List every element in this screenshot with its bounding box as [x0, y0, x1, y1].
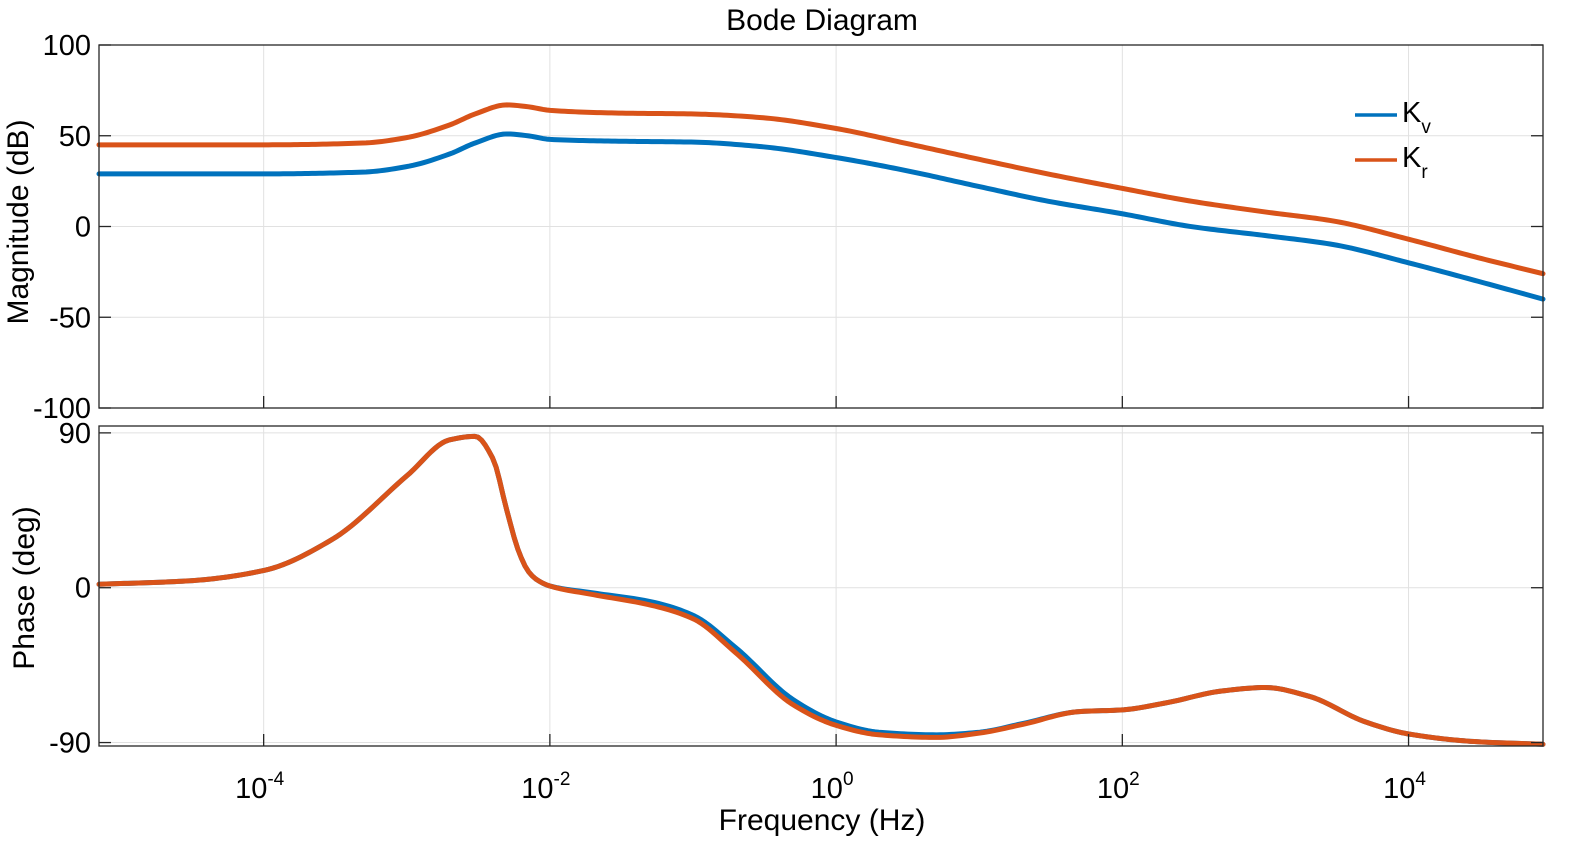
- phase-y-tick-label: -90: [49, 728, 91, 760]
- phase-y-tick-label: 0: [75, 573, 91, 605]
- legend-label-kr: Kr: [1402, 142, 1428, 183]
- x-tick-label-base: 10: [235, 773, 267, 805]
- x-tick-label-base: 10: [521, 773, 553, 805]
- magnitude-panel: 100 50 0 -50 -100 Magnitude (dB): [2, 30, 1546, 425]
- magnitude-y-tick-label: 100: [43, 30, 91, 62]
- legend-label-base: K: [1402, 97, 1422, 129]
- magnitude-y-ticks: 100 50 0 -50 -100: [33, 30, 1543, 425]
- magnitude-series-kv-line: [96, 131, 1546, 302]
- x-tick-label: 10-4: [235, 769, 285, 805]
- magnitude-grid: [99, 45, 1543, 408]
- x-tick-label-exponent: 0: [843, 769, 854, 790]
- legend-label-kv: Kv: [1402, 97, 1431, 138]
- x-tick-label-base: 10: [811, 773, 843, 805]
- magnitude-series: [96, 102, 1546, 302]
- legend-label-base: K: [1402, 142, 1422, 174]
- x-tick-label: 10-2: [521, 769, 570, 805]
- x-tick-label-exponent: 4: [1415, 769, 1426, 790]
- phase-plot-area: [99, 426, 1543, 746]
- chart-title: Bode Diagram: [726, 4, 918, 37]
- magnitude-y-axis-label: Magnitude (dB): [2, 119, 35, 324]
- phase-y-ticks: 90 0 -90: [49, 418, 1543, 760]
- magnitude-y-tick-label: -50: [49, 302, 91, 334]
- phase-panel: 90 0 -90 Phase (deg): [8, 418, 1546, 760]
- phase-series: [96, 433, 1546, 747]
- legend-label-subscript: r: [1421, 162, 1428, 183]
- x-tick-label-exponent: -2: [554, 769, 571, 790]
- phase-grid: [99, 426, 1543, 746]
- magnitude-series-kr-line: [96, 102, 1546, 277]
- x-tick-label-exponent: 2: [1129, 769, 1140, 790]
- phase-y-axis-label: Phase (deg): [8, 506, 41, 669]
- x-tick-label: 104: [1383, 769, 1426, 805]
- magnitude-y-tick-label: 50: [59, 121, 91, 153]
- x-axis-ticks: 10-4 10-2 100 102 104: [235, 396, 1426, 805]
- x-tick-label-base: 10: [1097, 773, 1129, 805]
- phase-axes-box: [98, 425, 1544, 747]
- magnitude-y-tick-label: -100: [33, 393, 91, 425]
- x-tick-label-base: 10: [1383, 773, 1415, 805]
- phase-y-tick-label: 90: [59, 418, 91, 450]
- phase-series-kr-line: [96, 433, 1546, 747]
- x-axis-label: Frequency (Hz): [719, 804, 926, 837]
- magnitude-y-tick-label: 0: [75, 212, 91, 244]
- x-tick-label-exponent: -4: [267, 769, 284, 790]
- legend-label-subscript: v: [1421, 117, 1431, 138]
- x-tick-label: 100: [811, 769, 854, 805]
- x-tick-label: 102: [1097, 769, 1140, 805]
